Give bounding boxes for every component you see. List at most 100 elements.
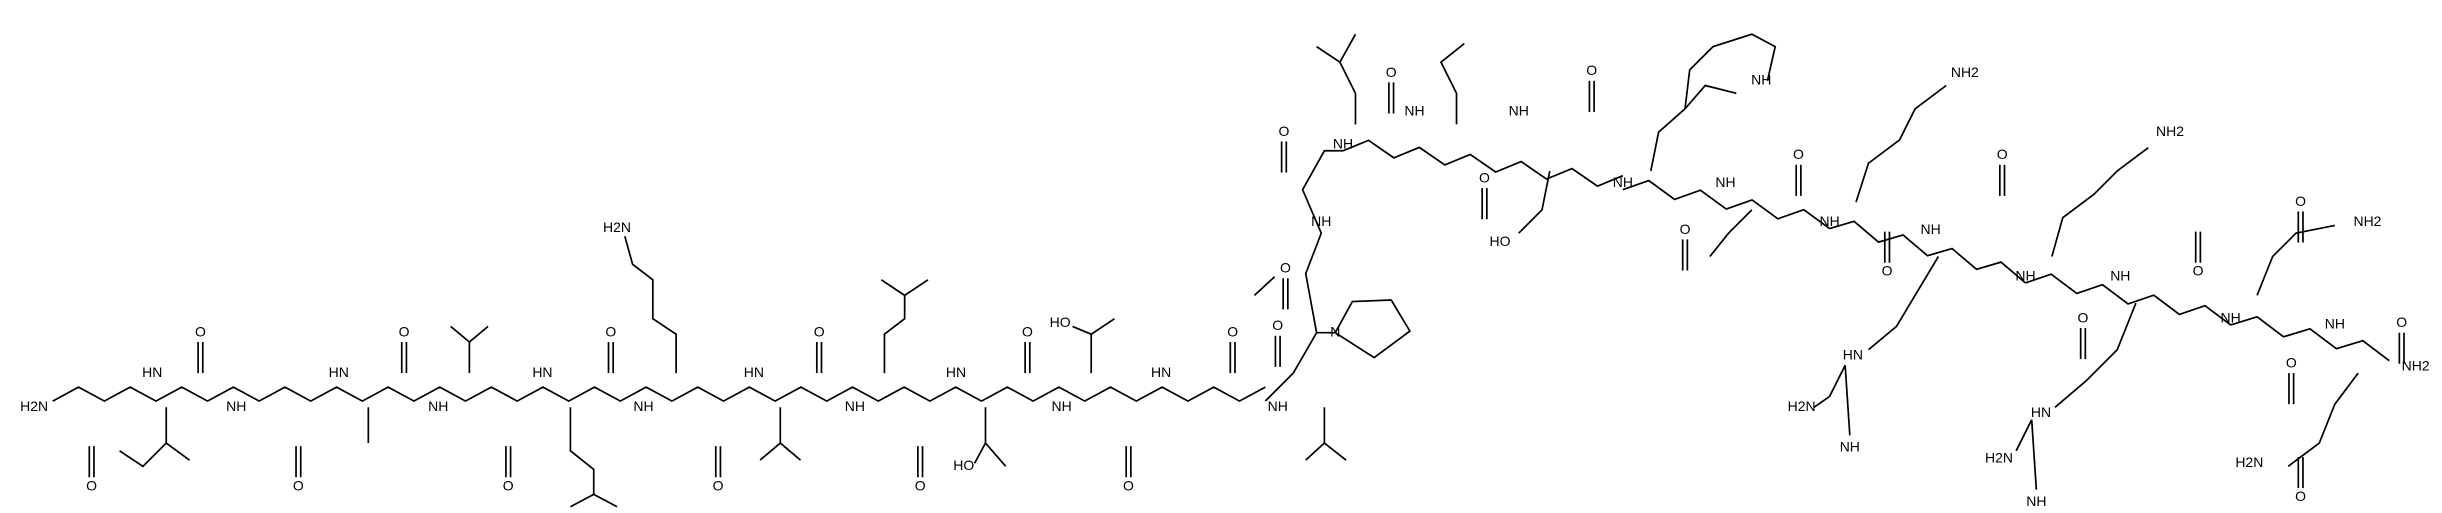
bond	[2256, 224, 2335, 296]
atom-label: H2N	[603, 219, 631, 235]
atom-label: HN	[744, 364, 764, 380]
atom-label: NH2	[2353, 213, 2381, 229]
bond	[880, 279, 906, 374]
atom-label: H2N	[20, 398, 48, 414]
bond	[624, 236, 677, 374]
atom-label: HO	[953, 457, 974, 473]
bond	[2051, 146, 2149, 257]
atom-label: O	[399, 323, 410, 339]
atom-label: O	[2295, 193, 2306, 209]
atom-label: H2N	[1788, 398, 1816, 414]
atom-label: HN	[1843, 347, 1863, 363]
bond	[1253, 276, 1276, 296]
atom-label: H2N	[1985, 449, 2013, 465]
atom-label: NH	[1333, 135, 1353, 151]
bond	[2015, 419, 2033, 452]
atom-label: HO	[1050, 314, 1071, 330]
atom-label: O	[1793, 146, 1804, 162]
bond	[52, 386, 1266, 403]
atom-label: H2N	[2235, 454, 2263, 470]
atom-label: NH	[1921, 221, 1941, 237]
atom-label: O	[2078, 309, 2089, 325]
atom-label: NH	[2026, 493, 2046, 509]
bond	[1867, 256, 1940, 351]
atom-label: NH	[2110, 267, 2130, 283]
atom-label: O	[293, 477, 304, 493]
atom-label: O	[605, 323, 616, 339]
atom-label: O	[1680, 221, 1691, 237]
atom-label: O	[1279, 123, 1290, 139]
bond	[1323, 442, 1347, 461]
atom-label: HN	[532, 364, 552, 380]
atom-label: NH	[1052, 398, 1072, 414]
atom-label: NH	[2325, 316, 2345, 332]
atom-labels: H2NOHNONHOHNONHOHNOH2NNHOHNONHOHOHNOHONH…	[20, 62, 2430, 509]
atom-label: NH	[1613, 174, 1633, 190]
atom-label: O	[1479, 169, 1490, 185]
bond	[2025, 273, 2232, 326]
atom-label: O	[2286, 354, 2297, 370]
atom-label: O	[195, 323, 206, 339]
atom-label: NH	[1404, 103, 1424, 119]
bond	[570, 493, 595, 508]
atom-label: O	[1227, 323, 1238, 339]
atom-label: NH	[845, 398, 865, 414]
atom-label: NH	[633, 398, 653, 414]
atom-label: O	[814, 323, 825, 339]
atom-label: NH	[428, 398, 448, 414]
atom-label: O	[2295, 488, 2306, 504]
bonds	[52, 33, 2405, 508]
atom-label: O	[1386, 64, 1397, 80]
bond	[1855, 84, 1947, 203]
bond	[1439, 42, 1465, 125]
atom-label: HO	[1490, 233, 1511, 249]
atom-label: HN	[2031, 404, 2051, 420]
bond	[2287, 372, 2359, 468]
atom-label: O	[1586, 62, 1597, 78]
bond	[1844, 365, 1851, 436]
bond	[1339, 33, 1357, 63]
atom-label: O	[1997, 146, 2008, 162]
atom-label: HN	[946, 364, 966, 380]
bond	[1813, 364, 1846, 408]
atom-label: N	[1330, 323, 1340, 339]
bond	[1301, 149, 1344, 333]
bond	[1090, 317, 1115, 335]
bond	[1342, 139, 1624, 188]
atom-label: O	[503, 477, 514, 493]
atom-label: O	[915, 477, 926, 493]
bond	[1334, 299, 1412, 359]
bond	[1264, 331, 1336, 402]
bond	[904, 279, 929, 297]
atom-label: O	[1280, 260, 1291, 276]
atom-label: O	[1123, 477, 1134, 493]
atom-label: O	[86, 477, 97, 493]
atom-label: NH	[2221, 309, 2241, 325]
atom-label: NH	[1268, 398, 1288, 414]
bond	[1316, 45, 1357, 125]
bond	[1622, 179, 1831, 230]
bond	[2054, 302, 2137, 408]
atom-label: O	[2193, 263, 2204, 279]
bond	[1709, 209, 1753, 258]
bond	[1518, 170, 1551, 234]
atom-label: HN	[329, 364, 349, 380]
atom-label: HN	[1151, 364, 1171, 380]
bond	[1829, 220, 2027, 284]
atom-label: NH2	[1951, 64, 1979, 80]
bond	[779, 442, 802, 461]
bond	[2030, 419, 2038, 490]
atom-label: O	[2396, 314, 2407, 330]
bond	[119, 407, 168, 468]
atom-label: NH2	[2156, 123, 2184, 139]
atom-label: NH	[1509, 103, 1529, 119]
atom-label: O	[1882, 263, 1893, 279]
atom-label: NH	[2015, 267, 2035, 283]
atom-label: NH	[226, 398, 246, 414]
bond	[165, 442, 191, 461]
bond	[569, 407, 618, 508]
atom-label: NH	[1820, 213, 1840, 229]
bond	[984, 442, 1007, 467]
